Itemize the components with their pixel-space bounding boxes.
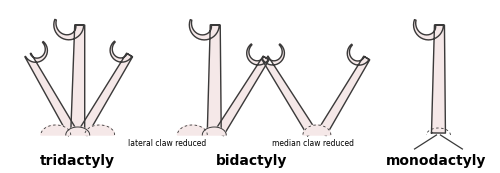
- Polygon shape: [414, 20, 446, 133]
- Polygon shape: [66, 127, 90, 135]
- Polygon shape: [25, 42, 77, 135]
- Polygon shape: [178, 125, 208, 135]
- Text: monodactyly: monodactyly: [386, 154, 486, 168]
- Polygon shape: [303, 125, 331, 135]
- Polygon shape: [215, 44, 269, 136]
- Text: bidactyly: bidactyly: [216, 154, 288, 168]
- Polygon shape: [262, 44, 316, 136]
- Text: lateral claw reduced: lateral claw reduced: [128, 139, 206, 148]
- Polygon shape: [318, 44, 370, 136]
- Polygon shape: [84, 125, 114, 135]
- Text: median claw reduced: median claw reduced: [272, 139, 354, 148]
- Polygon shape: [78, 41, 132, 136]
- Polygon shape: [202, 127, 226, 135]
- Polygon shape: [190, 20, 221, 133]
- Text: tridactyly: tridactyly: [40, 154, 115, 168]
- Polygon shape: [54, 19, 84, 133]
- Polygon shape: [41, 125, 71, 135]
